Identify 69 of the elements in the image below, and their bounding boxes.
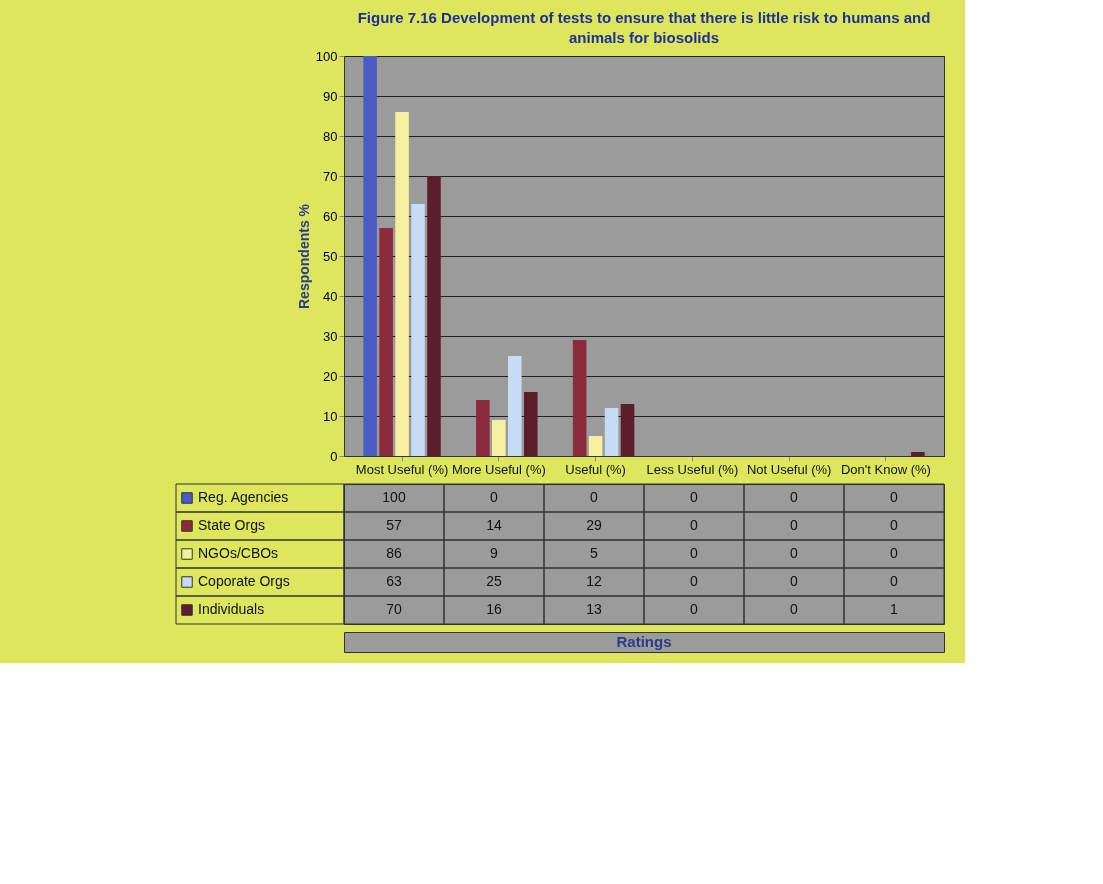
x-tick-label: Don't Know (%) xyxy=(840,461,931,477)
data-label: 0 xyxy=(890,545,899,561)
data-label: 0 xyxy=(890,517,899,533)
bar xyxy=(620,404,635,456)
data-label: 1 xyxy=(890,601,899,617)
data-label: 86 xyxy=(386,545,402,561)
text: Ratings xyxy=(616,633,672,650)
data-label: 0 xyxy=(790,545,799,561)
data-label: 0 xyxy=(890,489,899,505)
data-label: 25 xyxy=(486,573,502,589)
bar xyxy=(604,408,619,456)
data-label: 57 xyxy=(386,517,402,533)
data-label: 0 xyxy=(890,573,899,589)
data-label: 0 xyxy=(790,517,799,533)
y-tick-label: 70 xyxy=(323,168,338,184)
data-label: 12 xyxy=(586,573,602,589)
bar xyxy=(427,176,441,456)
y-axis-title: Respondents % xyxy=(295,203,312,310)
data-label: 0 xyxy=(790,573,799,589)
data-label: 5 xyxy=(590,545,599,561)
x-tick-label: More Useful (%) xyxy=(451,461,546,477)
legend-label: Coporate Orgs xyxy=(198,573,290,589)
y-tick-label: 100 xyxy=(315,48,338,64)
data-label: 0 xyxy=(690,545,699,561)
data-label: 63 xyxy=(386,573,402,589)
bar xyxy=(911,452,925,456)
data-label: 13 xyxy=(586,601,602,617)
data-label: 0 xyxy=(690,573,699,589)
data-label: 29 xyxy=(586,517,602,533)
x-tick-label: Less Useful (%) xyxy=(646,461,739,477)
legend-label: NGOs/CBOs xyxy=(198,545,279,561)
x-tick-label: Useful (%) xyxy=(565,461,626,477)
y-tick-label: 90 xyxy=(323,88,338,104)
y-tick-label: 30 xyxy=(323,328,338,344)
bar xyxy=(508,356,522,456)
data-label: 0 xyxy=(790,601,799,617)
data-label: 0 xyxy=(690,601,699,617)
bar xyxy=(395,112,409,456)
x-tick-label: Most Useful (%) xyxy=(355,461,449,477)
data-label: 0 xyxy=(790,489,799,505)
bar xyxy=(363,56,377,456)
data-label: 9 xyxy=(490,545,499,561)
bar xyxy=(588,436,603,456)
legend-label: Individuals xyxy=(198,601,265,617)
y-tick-label: 40 xyxy=(323,288,338,304)
y-tick-label: 0 xyxy=(330,448,338,464)
data-label: 0 xyxy=(490,489,499,505)
bar xyxy=(492,420,506,456)
y-tick-label: 80 xyxy=(323,128,338,144)
y-tick-label: 50 xyxy=(323,248,338,264)
y-tick-label: 10 xyxy=(323,408,338,424)
data-label: 0 xyxy=(590,489,599,505)
data-label: 70 xyxy=(386,601,402,617)
data-label: 0 xyxy=(690,489,699,505)
data-label: 100 xyxy=(382,489,406,505)
data-label: 16 xyxy=(486,601,502,617)
chart-title: Figure 7.16 Development of tests to ensure that there is little risk to humans and animals for biosolids xyxy=(357,9,931,46)
y-tick-label: 60 xyxy=(323,208,338,224)
data-label: 0 xyxy=(690,517,699,533)
legend-label: Reg. Agencies xyxy=(198,489,289,505)
legend-label: State Orgs xyxy=(198,517,265,533)
bar xyxy=(572,340,587,456)
data-label: 14 xyxy=(486,517,502,533)
bar xyxy=(411,204,425,456)
bar xyxy=(379,228,393,456)
bar xyxy=(523,392,538,456)
x-tick-label: Not Useful (%) xyxy=(746,461,832,477)
bar xyxy=(476,400,490,456)
y-tick-label: 20 xyxy=(323,368,338,384)
